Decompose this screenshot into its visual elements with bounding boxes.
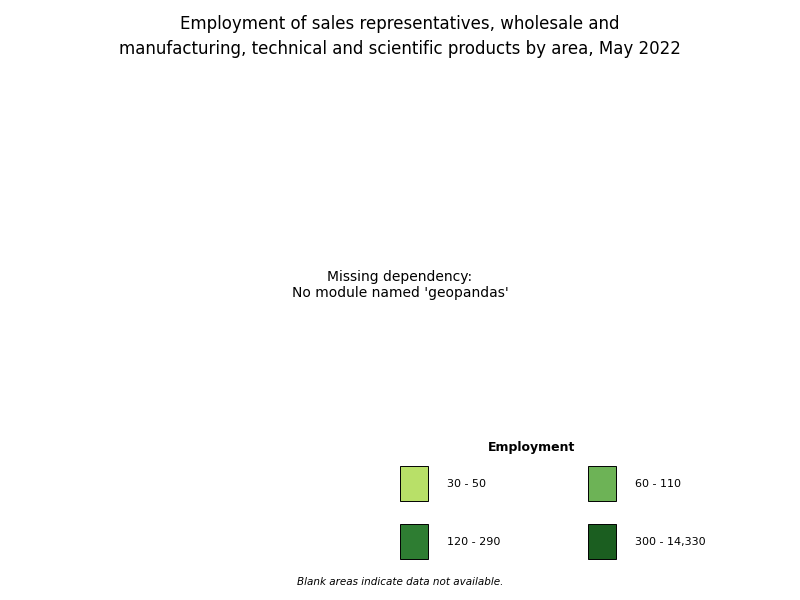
Text: 120 - 290: 120 - 290 bbox=[447, 537, 500, 547]
Text: Missing dependency:
No module named 'geopandas': Missing dependency: No module named 'geo… bbox=[292, 270, 508, 300]
Bar bbox=[588, 466, 616, 502]
Text: Employment of sales representatives, wholesale and
manufacturing, technical and : Employment of sales representatives, who… bbox=[119, 15, 681, 58]
Text: 30 - 50: 30 - 50 bbox=[447, 479, 486, 489]
Bar bbox=[588, 524, 616, 559]
Text: 60 - 110: 60 - 110 bbox=[635, 479, 681, 489]
Bar bbox=[400, 466, 428, 502]
Text: Employment: Employment bbox=[488, 441, 575, 454]
Bar bbox=[400, 524, 428, 559]
Text: 300 - 14,330: 300 - 14,330 bbox=[635, 537, 706, 547]
Text: Blank areas indicate data not available.: Blank areas indicate data not available. bbox=[297, 577, 503, 587]
